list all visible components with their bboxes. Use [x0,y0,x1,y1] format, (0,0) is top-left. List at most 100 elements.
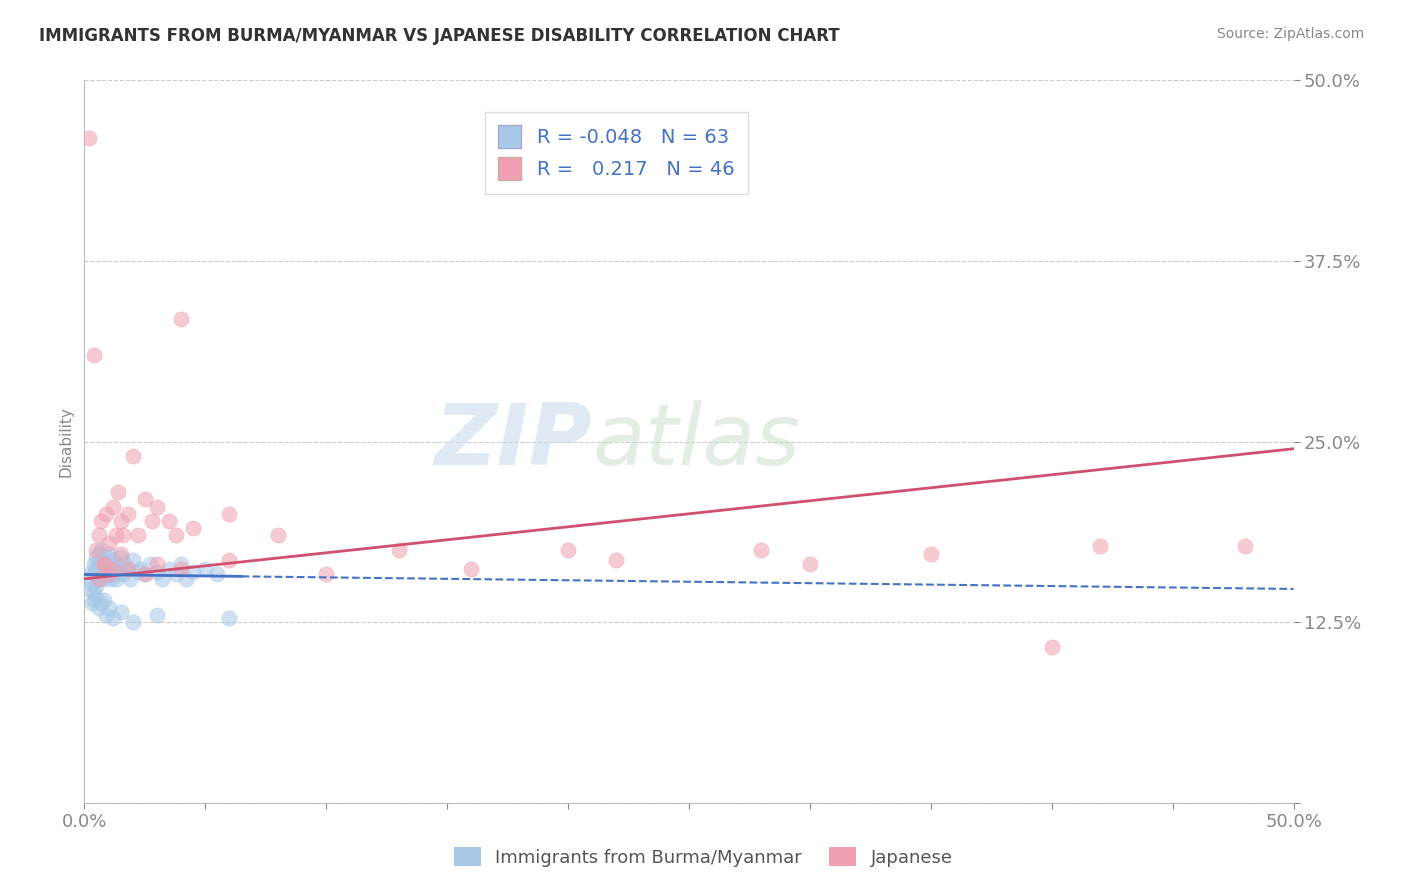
Point [93,565,115,579]
Point [194,562,217,576]
Point [80,596,103,610]
Point [86,550,108,565]
Point [127,565,149,579]
Point [90,567,112,582]
Point [181,565,204,579]
Point [117,562,139,576]
Point [157,562,180,576]
Text: Source: ZipAtlas.com: Source: ZipAtlas.com [1216,27,1364,41]
Point [93,558,115,572]
Point [83,348,105,362]
Point [104,558,127,572]
Point [388,542,411,557]
Point [87,600,110,615]
Point [157,514,180,528]
Point [86,562,108,576]
Point [77,131,100,145]
Point [83,558,105,572]
Point [170,558,193,572]
Point [93,593,115,607]
Point [97,600,120,615]
Point [170,311,193,326]
Point [103,611,125,625]
Point [90,514,112,528]
Point [103,567,125,582]
Point [86,591,108,605]
Point [112,528,135,542]
Point [1040,640,1063,654]
Point [181,521,204,535]
Point [110,547,132,561]
Point [121,615,143,630]
Point [90,542,112,557]
Point [86,542,108,557]
Point [120,572,142,586]
Point [83,567,105,582]
Point [114,558,136,572]
Point [77,582,100,596]
Point [146,500,169,514]
Point [110,605,132,619]
Point [1234,539,1257,553]
Point [174,572,197,586]
Point [86,579,108,593]
Point [165,528,187,542]
Point [605,553,627,567]
Point [87,572,110,586]
Point [94,550,117,565]
Point [90,596,112,610]
Point [1088,539,1111,553]
Point [146,558,169,572]
Point [134,567,156,582]
Point [920,547,942,561]
Point [557,542,579,557]
Point [117,562,139,576]
Point [218,507,240,521]
Text: ZIP: ZIP [434,400,592,483]
Point [799,558,821,572]
Point [134,492,156,507]
Point [218,553,240,567]
Point [87,572,110,586]
Point [207,567,229,582]
Text: IMMIGRANTS FROM BURMA/MYANMAR VS JAPANESE DISABILITY CORRELATION CHART: IMMIGRANTS FROM BURMA/MYANMAR VS JAPANES… [39,27,839,45]
Point [104,528,127,542]
Point [110,514,132,528]
Point [93,558,115,572]
Y-axis label: Disability: Disability [58,406,73,477]
Point [93,572,115,586]
Point [129,562,152,576]
Point [150,572,173,586]
Point [138,558,160,572]
Point [90,553,112,567]
Legend: R = -0.048   N = 63, R =   0.217   N = 46: R = -0.048 N = 63, R = 0.217 N = 46 [485,112,748,194]
Point [267,528,290,542]
Point [87,558,110,572]
Point [107,562,129,576]
Point [104,572,127,586]
Point [110,565,132,579]
Point [93,558,115,572]
Point [110,550,132,565]
Point [112,567,135,582]
Text: atlas: atlas [592,400,800,483]
Point [97,558,120,572]
Point [100,572,122,586]
Point [134,567,156,582]
Point [97,567,120,582]
Point [83,586,105,600]
Point [87,547,110,561]
Point [146,607,169,622]
Point [94,607,117,622]
Point [117,507,139,521]
Legend: Immigrants from Burma/Myanmar, Japanese: Immigrants from Burma/Myanmar, Japanese [446,840,960,874]
Point [460,562,482,576]
Point [103,562,125,576]
Point [103,500,125,514]
Point [141,514,163,528]
Point [80,576,103,591]
Point [80,565,103,579]
Point [315,567,337,582]
Point [170,562,193,576]
Point [218,611,240,625]
